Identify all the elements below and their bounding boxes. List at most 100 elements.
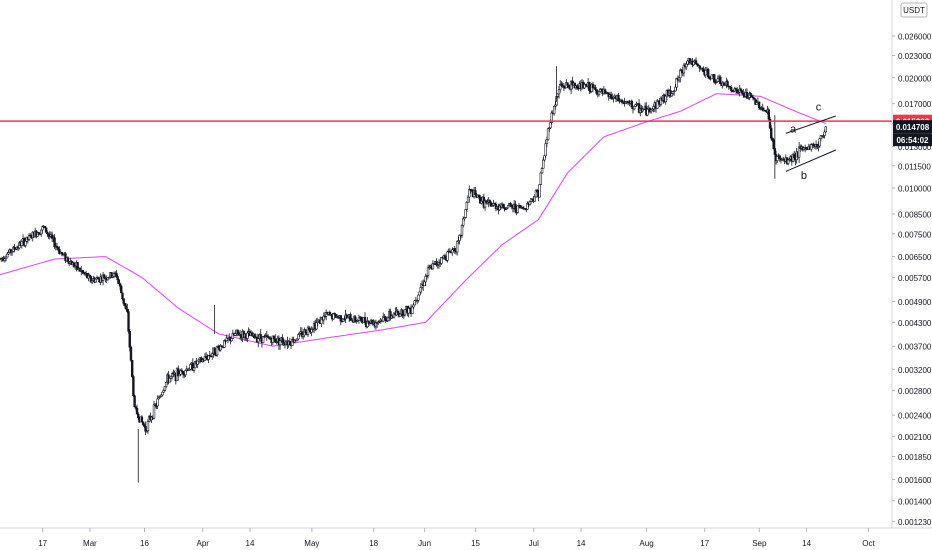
candle-body — [257, 338, 260, 343]
candle — [533, 194, 536, 202]
candle — [94, 277, 97, 283]
candle-body — [106, 277, 110, 281]
candle-body — [460, 225, 464, 236]
candle — [349, 312, 352, 321]
candle-body — [603, 89, 607, 94]
candle — [505, 206, 509, 210]
candle-body — [502, 203, 505, 208]
candle — [539, 171, 543, 186]
candle-body — [144, 426, 147, 432]
time-tick-label: Jun — [418, 539, 431, 548]
candle-body — [127, 311, 130, 332]
candle — [354, 315, 357, 323]
candle-body — [597, 91, 601, 95]
candle-body — [271, 335, 275, 343]
candle-body — [328, 312, 332, 316]
candle-body — [465, 201, 469, 210]
candle-body — [424, 276, 427, 283]
candle — [566, 82, 569, 89]
candle-body — [89, 276, 93, 283]
price-tick-label: 0.010000 — [898, 185, 932, 194]
candle — [588, 81, 591, 94]
wave-label-b: b — [801, 170, 807, 182]
candle-body — [609, 94, 613, 99]
candle-body — [181, 371, 185, 375]
candle — [552, 105, 556, 116]
price-tick-label: 0.002800 — [898, 387, 932, 396]
channel-lower-line[interactable] — [785, 149, 836, 172]
candle — [129, 345, 133, 362]
candle-body — [116, 276, 119, 281]
candle-body — [576, 85, 579, 89]
candle — [120, 284, 123, 294]
candle-body — [156, 398, 159, 407]
candle-body — [594, 87, 597, 90]
candle-body — [463, 217, 466, 220]
countdown-badge-box — [893, 133, 932, 147]
candle — [46, 230, 49, 238]
candle-body — [435, 261, 438, 266]
candle-body — [196, 360, 199, 365]
channel-upper-line[interactable] — [785, 115, 836, 134]
candle-body — [588, 82, 591, 91]
candle-body — [126, 308, 129, 312]
candle-body — [315, 322, 318, 330]
candle-body — [122, 298, 125, 304]
candle-body — [407, 307, 410, 314]
candle-body — [179, 370, 182, 375]
price-channel[interactable] — [785, 115, 836, 172]
candle — [116, 274, 119, 284]
wave-labels: a b c — [790, 101, 822, 181]
price-tick-label: 0.026000 — [898, 33, 932, 42]
price-scale[interactable]: 0.0260000.0230000.0200000.0170000.015000… — [891, 0, 932, 528]
time-tick-label: 17 — [38, 539, 47, 548]
candle — [219, 344, 222, 352]
candle-body — [694, 60, 698, 64]
candle — [824, 126, 827, 133]
candle-body — [685, 63, 688, 68]
candle-body — [189, 364, 192, 370]
candle-body — [418, 291, 421, 296]
candle-body — [824, 126, 827, 133]
candle — [778, 154, 781, 162]
price-tick-label: 0.007500 — [898, 230, 932, 239]
candle-body — [281, 337, 284, 343]
candle-body — [776, 156, 779, 162]
candle — [656, 98, 659, 109]
candle-body — [417, 294, 420, 301]
candle-body — [6, 253, 9, 258]
candle — [462, 216, 465, 228]
candle-body — [168, 378, 171, 383]
candle-body — [192, 367, 196, 371]
candle-body — [675, 78, 678, 88]
time-tick-label: Oct — [862, 539, 875, 548]
candle — [332, 312, 335, 320]
candle-body — [304, 329, 307, 334]
candle-body — [72, 262, 76, 268]
time-axis[interactable]: 17 Mar 16 Apr 14 May 18 Jun 15 Jul 14 Aug 17 Sep 14 Oct — [0, 527, 932, 548]
candle — [259, 329, 262, 342]
candle — [489, 201, 493, 207]
plot-area[interactable]: a b c — [0, 57, 892, 483]
price-tick-label: 0.004900 — [898, 298, 932, 307]
time-tick-label: May — [304, 539, 319, 548]
candle — [156, 395, 159, 410]
candle — [502, 203, 505, 208]
price-tick-label: 0.006500 — [898, 253, 932, 262]
candle — [545, 136, 549, 148]
candle — [787, 157, 790, 166]
candle — [4, 254, 8, 262]
price-tick-label: 0.003200 — [898, 366, 932, 375]
candle — [818, 137, 821, 148]
candle-body — [152, 404, 156, 419]
currency-badge[interactable]: USDT — [900, 2, 928, 18]
candle — [189, 363, 192, 371]
candle — [333, 312, 336, 316]
candle-body — [753, 97, 756, 100]
candle — [514, 200, 517, 214]
candle — [726, 79, 729, 88]
moving-average-line — [0, 93, 826, 347]
candle-body — [740, 90, 744, 94]
